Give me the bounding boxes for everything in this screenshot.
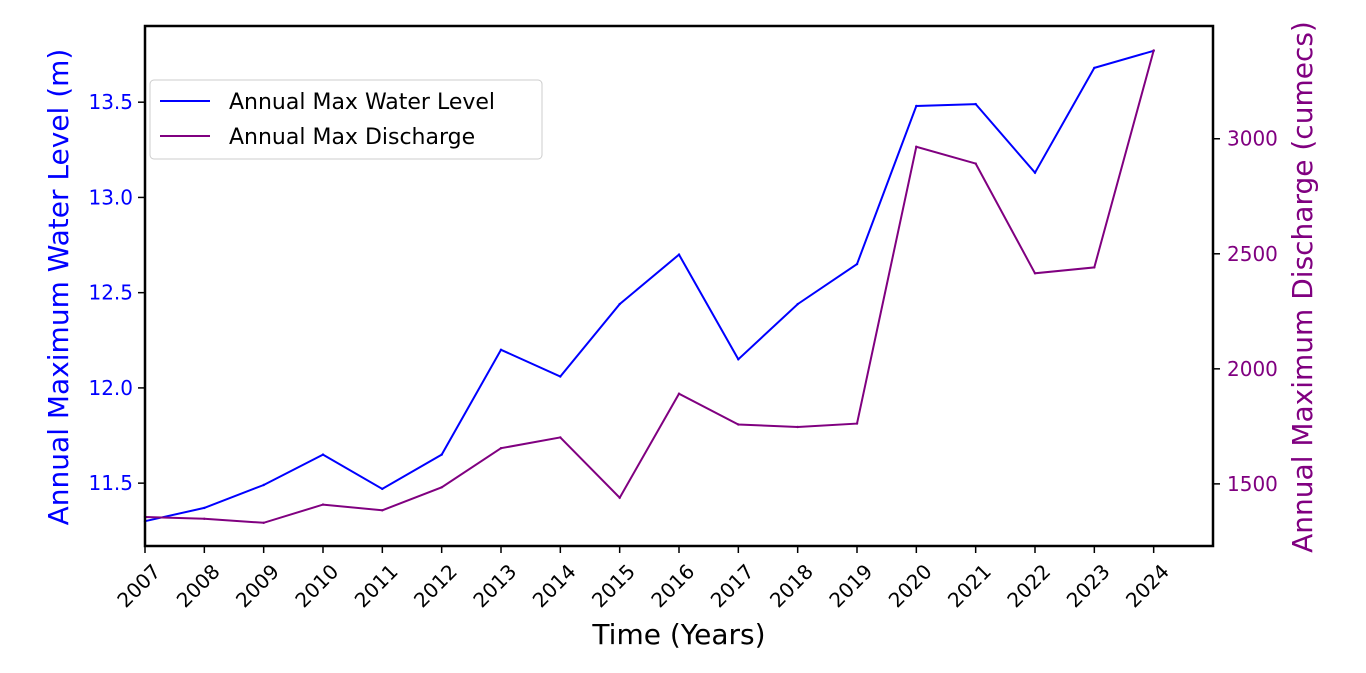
x-tick-label: 2019 bbox=[824, 559, 877, 612]
data-point-annual-max-discharge-2011 bbox=[381, 509, 384, 512]
series-layer bbox=[143, 49, 1155, 524]
right-y-tick-label: 2000 bbox=[1227, 357, 1278, 381]
data-point-annual-max-discharge-2013 bbox=[499, 447, 503, 450]
x-tick-label: 2016 bbox=[646, 559, 699, 612]
data-point-annual-max-discharge-2016 bbox=[677, 392, 681, 395]
x-tick-label: 2008 bbox=[172, 559, 225, 612]
x-tick-label: 2015 bbox=[587, 559, 640, 612]
x-tick-label: 2012 bbox=[409, 559, 462, 612]
x-tick-label: 2022 bbox=[1002, 559, 1055, 612]
data-point-annual-max-discharge-2012 bbox=[440, 486, 443, 489]
data-point-annual-max-discharge-2015 bbox=[618, 496, 621, 499]
data-point-annual-max-water-level-2021 bbox=[974, 102, 977, 106]
data-point-annual-max-water-level-2019 bbox=[855, 262, 859, 266]
right-y-tick-label: 1500 bbox=[1227, 472, 1278, 496]
data-point-annual-max-discharge-2010 bbox=[321, 503, 325, 506]
data-point-annual-max-water-level-2010 bbox=[321, 453, 325, 456]
data-point-annual-max-discharge-2021 bbox=[974, 162, 977, 165]
x-axis-ticks: 2007 2008 2009 2010 2011 2012 2013 2014 2015 2016… bbox=[112, 546, 1174, 612]
data-point-annual-max-water-level-2016 bbox=[677, 253, 681, 256]
right-y-axis-label: Annual Maximum Discharge (cumecs) bbox=[1286, 21, 1319, 553]
x-tick-label: 2023 bbox=[1062, 559, 1115, 612]
right-y-axis-ticks: 1500 2000 2500 3000 bbox=[1213, 127, 1278, 496]
x-tick-label: 2020 bbox=[884, 559, 937, 612]
left-y-tick-label: 13.5 bbox=[88, 90, 133, 114]
legend-box bbox=[149, 79, 543, 160]
data-point-annual-max-discharge-2019 bbox=[855, 422, 859, 425]
legend-label-water-level: Annual Max Water Level bbox=[229, 90, 495, 115]
x-tick-label: 2024 bbox=[1121, 559, 1174, 612]
data-point-annual-max-discharge-2024 bbox=[1152, 49, 1155, 52]
data-point-annual-max-water-level-2013 bbox=[499, 348, 503, 351]
data-point-annual-max-water-level-2017 bbox=[737, 358, 740, 361]
x-tick-label: 2009 bbox=[231, 559, 284, 612]
data-point-annual-max-water-level-2008 bbox=[203, 506, 206, 510]
data-point-annual-max-water-level-2014 bbox=[559, 375, 562, 378]
data-point-annual-max-discharge-2022 bbox=[1033, 272, 1037, 275]
data-point-annual-max-water-level-2022 bbox=[1033, 171, 1037, 174]
data-point-annual-max-water-level-2018 bbox=[796, 302, 799, 306]
data-point-annual-max-discharge-2020 bbox=[915, 145, 918, 148]
left-y-axis-label: Annual Maximum Water Level (m) bbox=[42, 49, 75, 526]
left-y-tick-label: 12.5 bbox=[88, 281, 133, 305]
series-line-annual-max-discharge bbox=[144, 50, 1155, 524]
x-tick-label: 2021 bbox=[943, 559, 996, 612]
left-y-tick-label: 11.5 bbox=[88, 471, 133, 495]
x-axis-label: Time (Years) bbox=[591, 618, 765, 651]
data-point-annual-max-discharge-2008 bbox=[203, 517, 206, 520]
x-tick-label: 2007 bbox=[112, 559, 165, 612]
data-point-annual-max-discharge-2009 bbox=[262, 521, 265, 524]
data-point-annual-max-water-level-2011 bbox=[381, 487, 384, 491]
data-point-annual-max-discharge-2014 bbox=[559, 436, 562, 439]
data-point-annual-max-water-level-2009 bbox=[262, 483, 265, 487]
data-point-annual-max-water-level-2020 bbox=[915, 104, 918, 108]
data-point-annual-max-discharge-2023 bbox=[1093, 266, 1096, 269]
left-y-tick-label: 13.0 bbox=[88, 185, 133, 209]
left-y-axis-ticks: 11.5 12.0 12.5 13.0 13.5 bbox=[88, 90, 145, 495]
x-tick-label: 2018 bbox=[765, 559, 818, 612]
x-tick-label: 2017 bbox=[706, 559, 759, 612]
data-point-annual-max-discharge-2018 bbox=[796, 425, 799, 429]
legend: Annual Max Water Level Annual Max Discha… bbox=[149, 79, 543, 160]
right-y-tick-label: 2500 bbox=[1227, 242, 1278, 266]
x-tick-label: 2010 bbox=[290, 559, 343, 612]
x-tick-label: 2011 bbox=[350, 559, 403, 612]
x-tick-label: 2014 bbox=[528, 559, 581, 612]
data-point-annual-max-discharge-2017 bbox=[737, 423, 740, 426]
series-line-annual-max-water-level bbox=[144, 49, 1154, 523]
data-point-annual-max-water-level-2015 bbox=[618, 302, 621, 306]
left-y-tick-label: 12.0 bbox=[88, 376, 133, 400]
data-point-annual-max-water-level-2023 bbox=[1093, 66, 1096, 70]
x-tick-label: 2013 bbox=[468, 559, 521, 612]
legend-label-discharge: Annual Max Discharge bbox=[229, 125, 475, 150]
data-point-annual-max-water-level-2012 bbox=[440, 453, 443, 456]
right-y-tick-label: 3000 bbox=[1227, 127, 1278, 151]
